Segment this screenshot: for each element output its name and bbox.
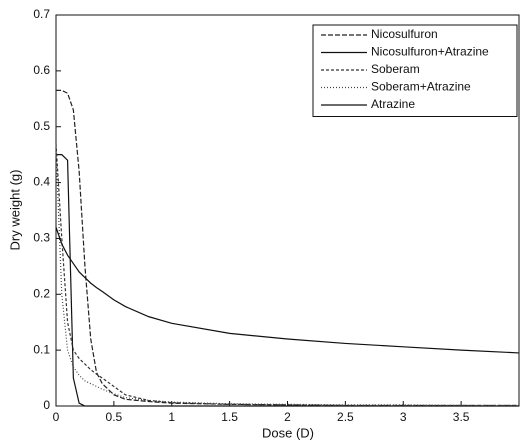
y-tick-label: 0.4 bbox=[33, 175, 50, 189]
legend-label: Nicosulfuron+Atrazine bbox=[371, 45, 489, 59]
y-tick-label: 0.6 bbox=[33, 63, 50, 77]
legend-label: Atrazine bbox=[371, 97, 415, 111]
x-tick-label: 2.5 bbox=[337, 410, 354, 424]
legend-label: Nicosulfuron bbox=[371, 27, 438, 41]
legend-label: Soberam+Atrazine bbox=[371, 80, 471, 94]
x-tick-label: 0.5 bbox=[106, 410, 123, 424]
legend-box bbox=[312, 24, 518, 117]
y-tick-label: 0 bbox=[43, 398, 50, 412]
series-line bbox=[55, 227, 520, 354]
x-tick-label: 2 bbox=[284, 410, 291, 424]
series-line bbox=[55, 149, 519, 407]
legend-label: Soberam bbox=[371, 62, 420, 76]
x-tick-label: 3 bbox=[400, 410, 407, 424]
x-axis-label: Dose (D) bbox=[262, 425, 314, 440]
series-line bbox=[55, 143, 519, 407]
y-tick-label: 0.1 bbox=[33, 342, 50, 356]
y-tick-label: 0.7 bbox=[33, 7, 50, 21]
x-tick-label: 1.5 bbox=[221, 410, 238, 424]
y-axis-label: Dry weight (g) bbox=[7, 170, 22, 251]
x-tick-label: 1 bbox=[168, 410, 175, 424]
x-tick-label: 0 bbox=[53, 410, 60, 424]
series-line bbox=[56, 154, 519, 407]
y-tick-label: 0.5 bbox=[33, 119, 50, 133]
x-tick-label: 3.5 bbox=[453, 410, 470, 424]
series-line bbox=[56, 89, 519, 407]
y-tick-label: 0.2 bbox=[33, 286, 50, 300]
y-tick-label: 0.3 bbox=[33, 231, 50, 245]
